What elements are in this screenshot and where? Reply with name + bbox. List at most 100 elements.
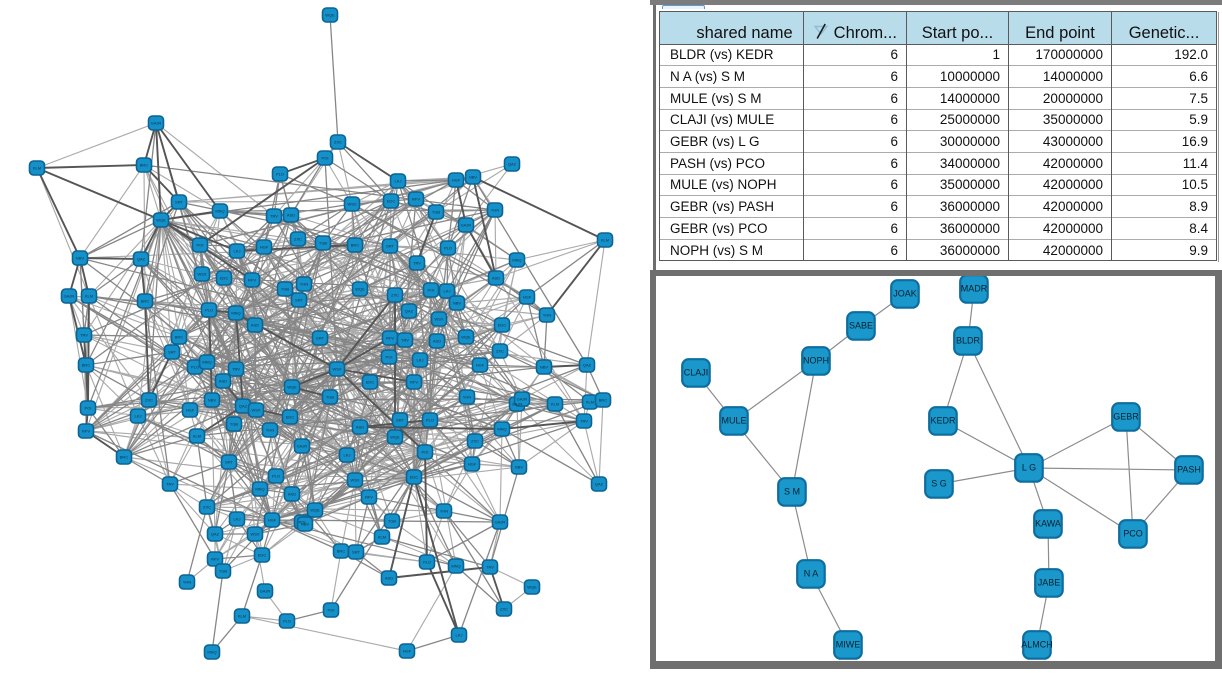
svg-text:RFV: RFV <box>410 380 418 385</box>
svg-text:POI: POI <box>322 156 329 161</box>
svg-text:JOAK: JOAK <box>893 289 917 299</box>
svg-text:LKJ: LKJ <box>234 517 241 522</box>
svg-text:SRT: SRT <box>168 350 176 355</box>
svg-text:MNQ: MNQ <box>512 258 521 263</box>
svg-text:KAWA: KAWA <box>1035 519 1061 529</box>
svg-text:HGF: HGF <box>268 518 277 523</box>
svg-text:KLM: KLM <box>238 614 246 619</box>
svg-text:GAJR: GAJR <box>461 223 472 228</box>
svg-text:LKJ: LKJ <box>395 179 402 184</box>
svg-text:KLM: KLM <box>378 535 386 540</box>
svg-text:WQE: WQE <box>355 287 365 292</box>
svg-text:TRV: TRV <box>80 333 88 338</box>
svg-text:ZXC: ZXC <box>391 293 399 298</box>
svg-text:BRC: BRC <box>141 299 150 304</box>
svg-text:POI: POI <box>422 450 429 455</box>
svg-text:TRV: TRV <box>580 419 588 424</box>
svg-text:NBV: NBV <box>469 175 478 180</box>
svg-text:WSX: WSX <box>251 408 260 413</box>
svg-text:GAJR: GAJR <box>297 444 308 449</box>
svg-text:ZXC: ZXC <box>334 140 342 145</box>
svg-text:SRT: SRT <box>175 200 183 205</box>
svg-text:MNQ: MNQ <box>202 360 211 365</box>
svg-text:YHN: YHN <box>463 395 472 400</box>
svg-text:PLO: PLO <box>283 619 291 624</box>
svg-text:KLM: KLM <box>193 434 201 439</box>
svg-text:MNQ: MNQ <box>231 311 240 316</box>
svg-text:EDC: EDC <box>410 475 419 480</box>
svg-text:WQE: WQE <box>156 218 166 223</box>
svg-text:TGB: TGB <box>388 519 397 524</box>
svg-text:POI: POI <box>328 608 335 613</box>
svg-text:QAZ: QAZ <box>405 309 414 314</box>
svg-text:BRC: BRC <box>140 163 149 168</box>
svg-text:WSX: WSX <box>434 317 443 322</box>
svg-text:PCO: PCO <box>1123 529 1143 539</box>
svg-text:POI: POI <box>197 243 204 248</box>
svg-text:ASD: ASD <box>288 492 296 497</box>
svg-text:PLO: PLO <box>272 474 280 479</box>
svg-text:RFV: RFV <box>365 495 373 500</box>
svg-text:MULE: MULE <box>721 416 746 426</box>
svg-text:LKJ: LKJ <box>456 633 463 638</box>
svg-text:BRC: BRC <box>351 243 360 248</box>
svg-text:YHN: YHN <box>543 313 552 318</box>
svg-text:POI: POI <box>428 288 435 293</box>
svg-text:QAZ: QAZ <box>239 404 248 409</box>
svg-text:MNQ: MNQ <box>451 564 460 569</box>
svg-text:CLAJI: CLAJI <box>684 368 709 378</box>
svg-text:PASH: PASH <box>1177 465 1201 475</box>
svg-text:N A: N A <box>804 569 819 579</box>
svg-text:NBV: NBV <box>453 301 462 306</box>
svg-text:EDC: EDC <box>220 276 229 281</box>
svg-text:RFV: RFV <box>82 429 90 434</box>
svg-text:GEBR: GEBR <box>1113 412 1139 422</box>
svg-text:TGB: TGB <box>219 569 228 574</box>
svg-text:RFV: RFV <box>412 197 420 202</box>
svg-text:NOPH: NOPH <box>803 356 829 366</box>
svg-text:LKJ: LKJ <box>344 453 351 458</box>
svg-text:JABE: JABE <box>1038 578 1061 588</box>
svg-text:TGB: TGB <box>281 287 290 292</box>
svg-text:ASD: ASD <box>251 323 259 328</box>
svg-text:YHN: YHN <box>300 282 309 287</box>
svg-text:LKJ: LKJ <box>135 414 142 419</box>
svg-text:S M: S M <box>784 487 800 497</box>
svg-text:PLO: PLO <box>205 308 213 313</box>
svg-text:PLO: PLO <box>444 246 452 251</box>
svg-text:QAZ: QAZ <box>595 482 604 487</box>
svg-text:BRC: BRC <box>599 398 608 403</box>
svg-text:WQE: WQE <box>461 335 471 340</box>
svg-text:TGB: TGB <box>230 422 239 427</box>
svg-text:PLO: PLO <box>276 172 284 177</box>
svg-text:POI: POI <box>386 355 393 360</box>
svg-text:WQE: WQE <box>527 585 537 590</box>
svg-text:ASD: ASD <box>356 425 364 430</box>
svg-text:YHN: YHN <box>440 509 449 514</box>
svg-text:NBV: NBV <box>76 256 85 261</box>
svg-text:TRV: TRV <box>413 261 421 266</box>
svg-text:LKJ: LKJ <box>444 289 451 294</box>
svg-text:EDC: EDC <box>498 323 507 328</box>
svg-text:MNQ: MNQ <box>255 487 264 492</box>
svg-text:ASD: ASD <box>219 379 227 384</box>
svg-text:TRV: TRV <box>166 482 174 487</box>
svg-text:ZXC: ZXC <box>203 505 211 510</box>
svg-text:HGF: HGF <box>468 462 477 467</box>
svg-text:GAJR: GAJR <box>512 402 523 407</box>
svg-text:SRT: SRT <box>352 550 360 555</box>
svg-text:SABE: SABE <box>849 321 873 331</box>
svg-text:WSX: WSX <box>332 367 341 372</box>
svg-text:QAZ: QAZ <box>137 257 146 262</box>
svg-text:RFV: RFV <box>211 557 219 562</box>
svg-text:QAZ: QAZ <box>508 162 517 167</box>
svg-text:ZXC: ZXC <box>145 398 153 403</box>
svg-text:QAZ: QAZ <box>211 532 220 537</box>
svg-text:PLO: PLO <box>426 418 434 423</box>
svg-text:KLM: KLM <box>586 400 594 405</box>
svg-text:KLM: KLM <box>601 238 609 243</box>
svg-text:KLM: KLM <box>33 166 41 171</box>
svg-text:GAJR: GAJR <box>495 520 506 525</box>
svg-text:MADR: MADR <box>961 284 988 294</box>
svg-text:BRC: BRC <box>120 455 129 460</box>
